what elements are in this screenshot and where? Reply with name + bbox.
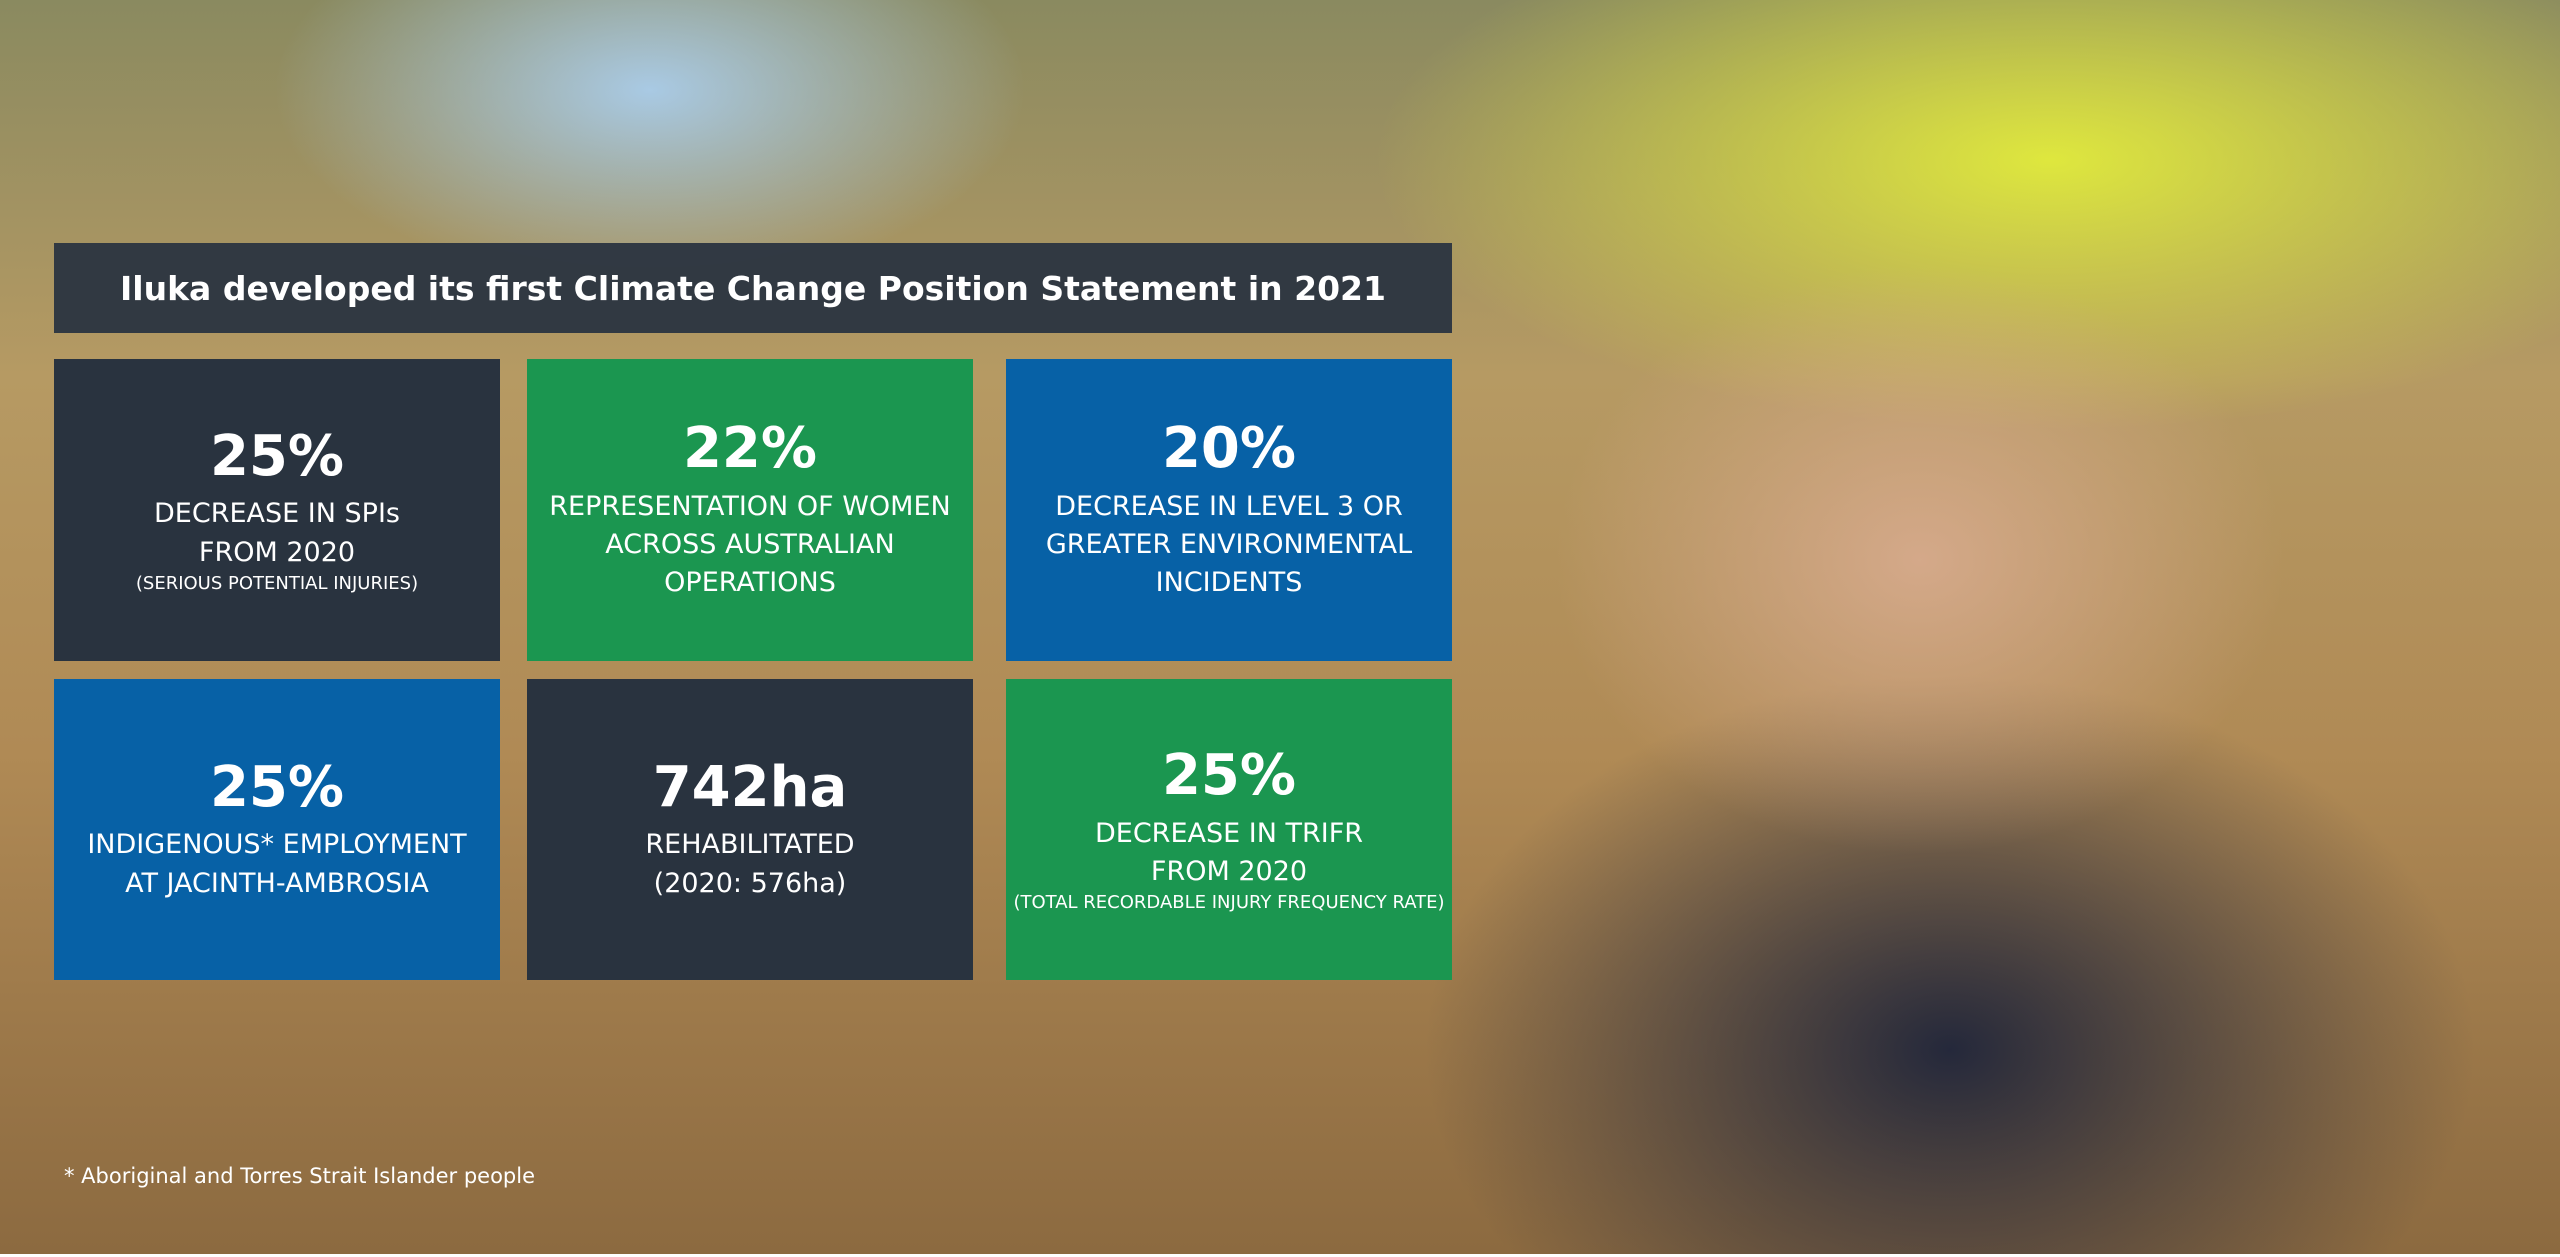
stat-text: DECREASE IN LEVEL 3 OR <box>1055 490 1403 522</box>
stat-text: FROM 2020 <box>1150 856 1308 887</box>
stat-tile: 20% DECREASE IN LEVEL 3 OR GREATER ENVIRON… <box>1006 359 1452 661</box>
stat-value: 25% <box>1161 743 1297 809</box>
stat-tile: 25% DECREASE IN TRIFR FROM 2020 (TOTAL RECO… <box>1006 679 1452 980</box>
title-bar: Iluka developed its first Climate Change… <box>54 243 1452 333</box>
stat-text: FROM 2020 <box>198 536 356 568</box>
stat-value: 742ha <box>652 754 848 820</box>
stat-value: 25% <box>209 423 345 489</box>
stat-text: OPERATIONS <box>664 567 836 599</box>
stat-text: DECREASE IN TRIFR <box>1094 817 1364 849</box>
stat-text: GREATER ENVIRONMENTAL <box>1045 529 1413 561</box>
stat-text: (2020: 576ha) <box>653 867 847 899</box>
stat-text: AT JACINTH-AMBROSIA <box>125 867 429 899</box>
stat-tile: 25% INDIGENOUS* EMPLOYMENT AT JACINTH-AMBR… <box>54 679 500 980</box>
stat-text: INDIGENOUS* EMPLOYMENT <box>87 829 467 861</box>
stat-note: (TOTAL RECORDABLE INJURY FREQUENCY RATE) <box>1013 892 1445 914</box>
stat-value: 22% <box>682 416 818 482</box>
stat-tile: 25% DECREASE IN SPIs FROM 2020 (SERIOUS POT… <box>54 359 500 661</box>
stat-text: REPRESENTATION OF WOMEN <box>549 490 951 522</box>
stat-text: DECREASE IN SPIs <box>154 498 400 530</box>
stat-value: 20% <box>1161 416 1297 482</box>
stat-tile: 742ha REHABILITATED (2020: 576ha) <box>527 679 973 980</box>
stat-value: 25% <box>209 754 345 820</box>
title: Iluka developed its first Climate Change… <box>120 268 1386 308</box>
stat-tile: 22% REPRESENTATION OF WOMEN ACROSS AUSTRAL… <box>527 359 973 661</box>
stat-text: INCIDENTS <box>1155 567 1303 599</box>
stat-text: REHABILITATED <box>645 829 855 861</box>
stat-text: ACROSS AUSTRALIAN <box>605 529 895 561</box>
stat-note: (SERIOUS POTENTIAL INJURIES) <box>135 572 419 594</box>
footnote: * Aboriginal and Torres Strait Islander … <box>64 1164 536 1188</box>
